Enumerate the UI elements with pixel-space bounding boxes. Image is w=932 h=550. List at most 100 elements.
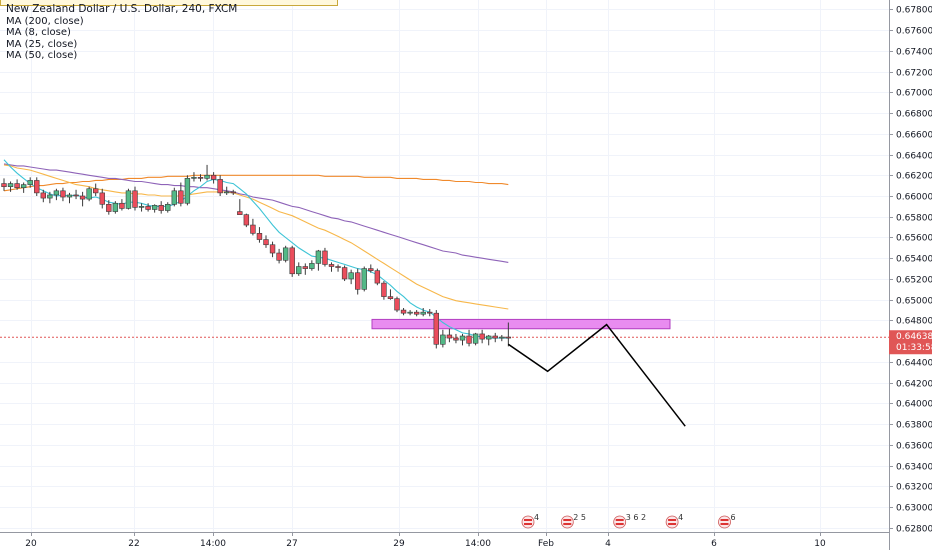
flag-stripe <box>615 523 624 525</box>
candle <box>250 218 256 236</box>
candle-body <box>322 250 328 265</box>
ma50-line <box>3 163 509 263</box>
candle-body <box>335 266 341 268</box>
projection-path-layer <box>507 323 686 427</box>
legend-highlight-box <box>0 0 338 6</box>
legend-ma50[interactable]: MA (50, close) <box>6 50 78 61</box>
candle <box>400 308 407 316</box>
candle-body <box>34 180 40 194</box>
candle-body <box>492 335 498 339</box>
legend-ma200[interactable]: MA (200, close) <box>6 15 84 27</box>
symbol-title[interactable]: New Zealand Dollar / U.S. Dollar, 240, F… <box>6 3 238 15</box>
price-tick-label: 0.63400 <box>896 463 932 473</box>
candle-body <box>374 270 381 284</box>
last-price-tag: 0.64638 01:33:58 <box>889 330 932 355</box>
legend-ma8[interactable]: MA (8, close) <box>6 27 71 38</box>
price-tick-label: 0.65600 <box>896 234 932 244</box>
us-flag-icon <box>718 515 731 529</box>
candle <box>86 186 92 202</box>
candle <box>492 332 498 343</box>
candle <box>145 203 151 212</box>
candle <box>374 268 381 286</box>
candle <box>499 334 505 342</box>
candle-body <box>73 194 79 197</box>
candle <box>112 201 119 214</box>
candle-body <box>171 190 177 205</box>
candle <box>282 245 289 263</box>
candle <box>60 187 66 202</box>
flag-stripe <box>720 519 729 521</box>
candle-body <box>40 192 47 199</box>
candle-body <box>440 334 446 345</box>
us-flag-icon <box>665 515 679 529</box>
candle-body <box>191 177 197 179</box>
candle-body <box>348 272 354 280</box>
candle <box>165 202 171 213</box>
price-tag-price: 0.64638 <box>896 332 932 342</box>
candle <box>106 200 112 215</box>
price-tick-label: 0.63000 <box>896 504 932 514</box>
time-tick-label: Feb <box>538 539 554 549</box>
legend-ma25[interactable]: MA (25, close) <box>6 38 78 50</box>
price-axis[interactable]: 0.67800 0.67600 0.67400 0.67200 0.67000 0.668… <box>889 0 932 550</box>
ma200-line <box>3 174 509 192</box>
candle-body <box>138 206 145 208</box>
price-tick-label: 0.67400 <box>896 48 932 58</box>
price-tick-label: 0.63600 <box>896 442 932 452</box>
us-flag-icon <box>613 515 627 529</box>
price-tick-label: 0.65200 <box>896 276 932 286</box>
candle <box>158 201 164 214</box>
time-tick-label: 20 <box>25 539 37 549</box>
chart-legend: New Zealand Dollar / U.S. Dollar, 240, F… <box>6 3 238 62</box>
candle <box>243 213 250 228</box>
time-axis[interactable]: 20 22 14:00 27 29 14:00 Feb 4 6 10 <box>0 532 889 549</box>
flag-stripe <box>668 519 677 521</box>
candle-body <box>158 205 164 211</box>
price-tick-label: 0.66000 <box>896 193 932 203</box>
time-tick-label: 29 <box>393 539 405 549</box>
price-tag-background <box>889 330 932 355</box>
candle <box>296 262 302 276</box>
candle-body <box>145 206 151 210</box>
price-tick-label: 0.64400 <box>896 359 932 369</box>
candle-body <box>47 194 53 199</box>
candle <box>184 175 191 206</box>
candle <box>151 204 158 213</box>
event-marker: 6 <box>718 513 736 529</box>
candle <box>322 247 328 267</box>
candle <box>7 181 14 192</box>
candle <box>453 333 459 344</box>
candle-body <box>485 335 492 340</box>
candle-body <box>20 184 27 189</box>
price-axis-bg <box>889 0 932 550</box>
candle-body <box>60 190 66 198</box>
candle-body <box>197 177 204 179</box>
candle <box>79 191 86 207</box>
candle-body <box>315 250 322 264</box>
candle <box>427 309 433 317</box>
candle <box>302 263 308 275</box>
flag-stripe <box>524 523 532 525</box>
candle <box>217 175 223 196</box>
time-tick-label: 22 <box>128 539 139 549</box>
event-marker: 4 <box>521 513 539 529</box>
candle <box>328 262 335 272</box>
candle <box>289 245 295 277</box>
candle <box>354 268 361 295</box>
candle <box>99 188 105 209</box>
candle-body <box>243 214 250 226</box>
price-tick-label: 0.63800 <box>896 421 932 431</box>
price-tick-label: 0.63200 <box>896 483 932 493</box>
candle <box>47 191 53 204</box>
time-tick-label: 10 <box>814 539 826 549</box>
candle-body <box>112 202 119 212</box>
candle-body <box>466 335 472 344</box>
price-tick-label: 0.65400 <box>896 255 932 265</box>
us-flag-icon <box>560 515 574 529</box>
candle-body <box>27 180 33 185</box>
price-tick-label: 0.66400 <box>896 152 932 162</box>
event-marker: 2 5 <box>560 513 586 529</box>
candle-body <box>106 203 112 212</box>
candle <box>93 183 99 196</box>
